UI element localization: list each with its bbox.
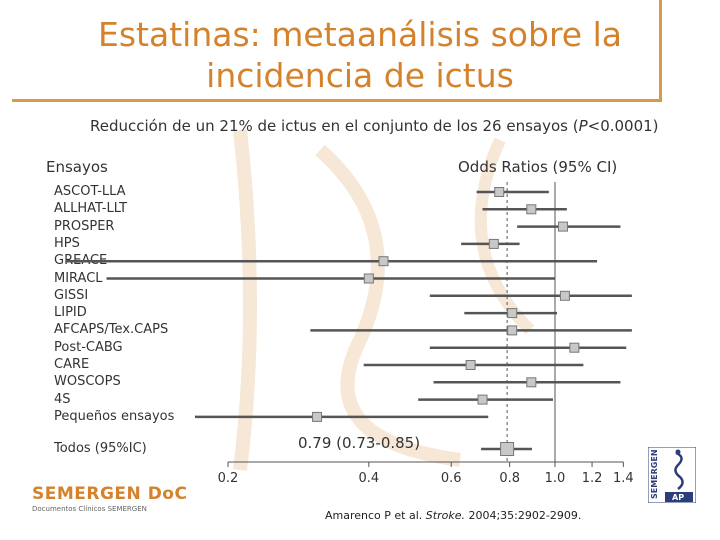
or-marker-1 — [526, 204, 537, 215]
odds-ratio-column-header: Odds Ratios (95% CI) — [458, 158, 618, 176]
title-divider — [12, 99, 660, 102]
trial-label-0: ASCOT-LLA — [54, 184, 126, 199]
overall-label: Todos (95%IC) — [54, 441, 147, 456]
subtitle-p-symbol: P — [578, 117, 588, 135]
semergen-ap-badge: SEMERGEN AP — [648, 447, 696, 503]
slide-title: Estatinas: metaanálisis sobre la inciden… — [60, 14, 660, 96]
trial-label-2: PROSPER — [54, 218, 115, 234]
citation-details: 2004;35:2902-2909. — [464, 509, 582, 522]
or-marker-9 — [569, 342, 580, 353]
or-marker-5 — [363, 273, 374, 284]
trial-label-13: Pequeños ensayos — [54, 408, 175, 424]
trials-column-header: Ensayos — [46, 158, 108, 176]
trial-label-12: 4S — [54, 391, 71, 407]
trial-label-10: CARE — [54, 357, 90, 372]
trial-label-8: AFCAPS/Tex.CAPS — [54, 322, 169, 338]
or-marker-12 — [477, 394, 488, 405]
or-marker-4 — [378, 256, 389, 267]
trial-label-11: WOSCOPS — [54, 374, 121, 390]
trial-label-9: Post-CABG — [54, 339, 123, 355]
subtitle-p-value: <0.0001) — [587, 117, 659, 135]
overall-marker — [500, 442, 515, 456]
title-line-2: incidencia de ictus — [206, 56, 514, 95]
or-marker-7 — [507, 308, 518, 319]
trial-label-5: MIRACL — [54, 270, 103, 286]
trial-label-6: GISSI — [54, 287, 89, 303]
x-tick-label-6: 1.4 — [613, 471, 634, 486]
or-marker-2 — [557, 221, 568, 232]
x-tick-label-3: 0.8 — [499, 471, 520, 486]
trial-label-3: HPS — [54, 235, 80, 251]
or-marker-0 — [494, 187, 505, 197]
or-marker-8 — [507, 325, 518, 336]
title-side-divider — [659, 0, 662, 102]
or-marker-10 — [465, 360, 476, 370]
badge-text: SEMERGEN — [650, 449, 659, 499]
x-tick-label-4: 1.0 — [544, 471, 566, 486]
or-marker-3 — [488, 238, 499, 249]
trial-label-7: LIPID — [54, 305, 87, 321]
x-tick-label-1: 0.4 — [358, 471, 380, 486]
or-marker-11 — [526, 377, 537, 388]
x-tick-label-0: 0.2 — [217, 471, 239, 486]
trial-label-1: ALLHAT-LLT — [54, 201, 128, 217]
subtitle-text: Reducción de un 21% de ictus en el conju… — [90, 117, 579, 135]
title-line-1: Estatinas: metaanálisis sobre la — [98, 15, 622, 54]
citation-authors: Amarenco P et al. — [325, 509, 426, 522]
citation-journal: Stroke. — [425, 509, 465, 522]
logo-subtitle: Documentos Clínicos SEMERGEN — [32, 505, 147, 513]
semergen-doc-logo: SEMERGEN DoC Documentos Clínicos SEMERGE… — [32, 484, 187, 513]
logo-title: SEMERGEN DoC — [32, 484, 188, 504]
x-tick-label-2: 0.6 — [440, 471, 462, 486]
x-tick-label-5: 1.2 — [581, 471, 603, 486]
citation: Amarenco P et al. Stroke. 2004;35:2902-2… — [325, 509, 581, 522]
slide-subtitle: Reducción de un 21% de ictus en el conju… — [90, 117, 690, 135]
or-marker-13 — [312, 411, 323, 422]
or-marker-6 — [559, 290, 570, 301]
badge-ap-text: AP — [672, 493, 684, 502]
overall-value: 0.79 (0.73-0.85) — [298, 434, 421, 452]
